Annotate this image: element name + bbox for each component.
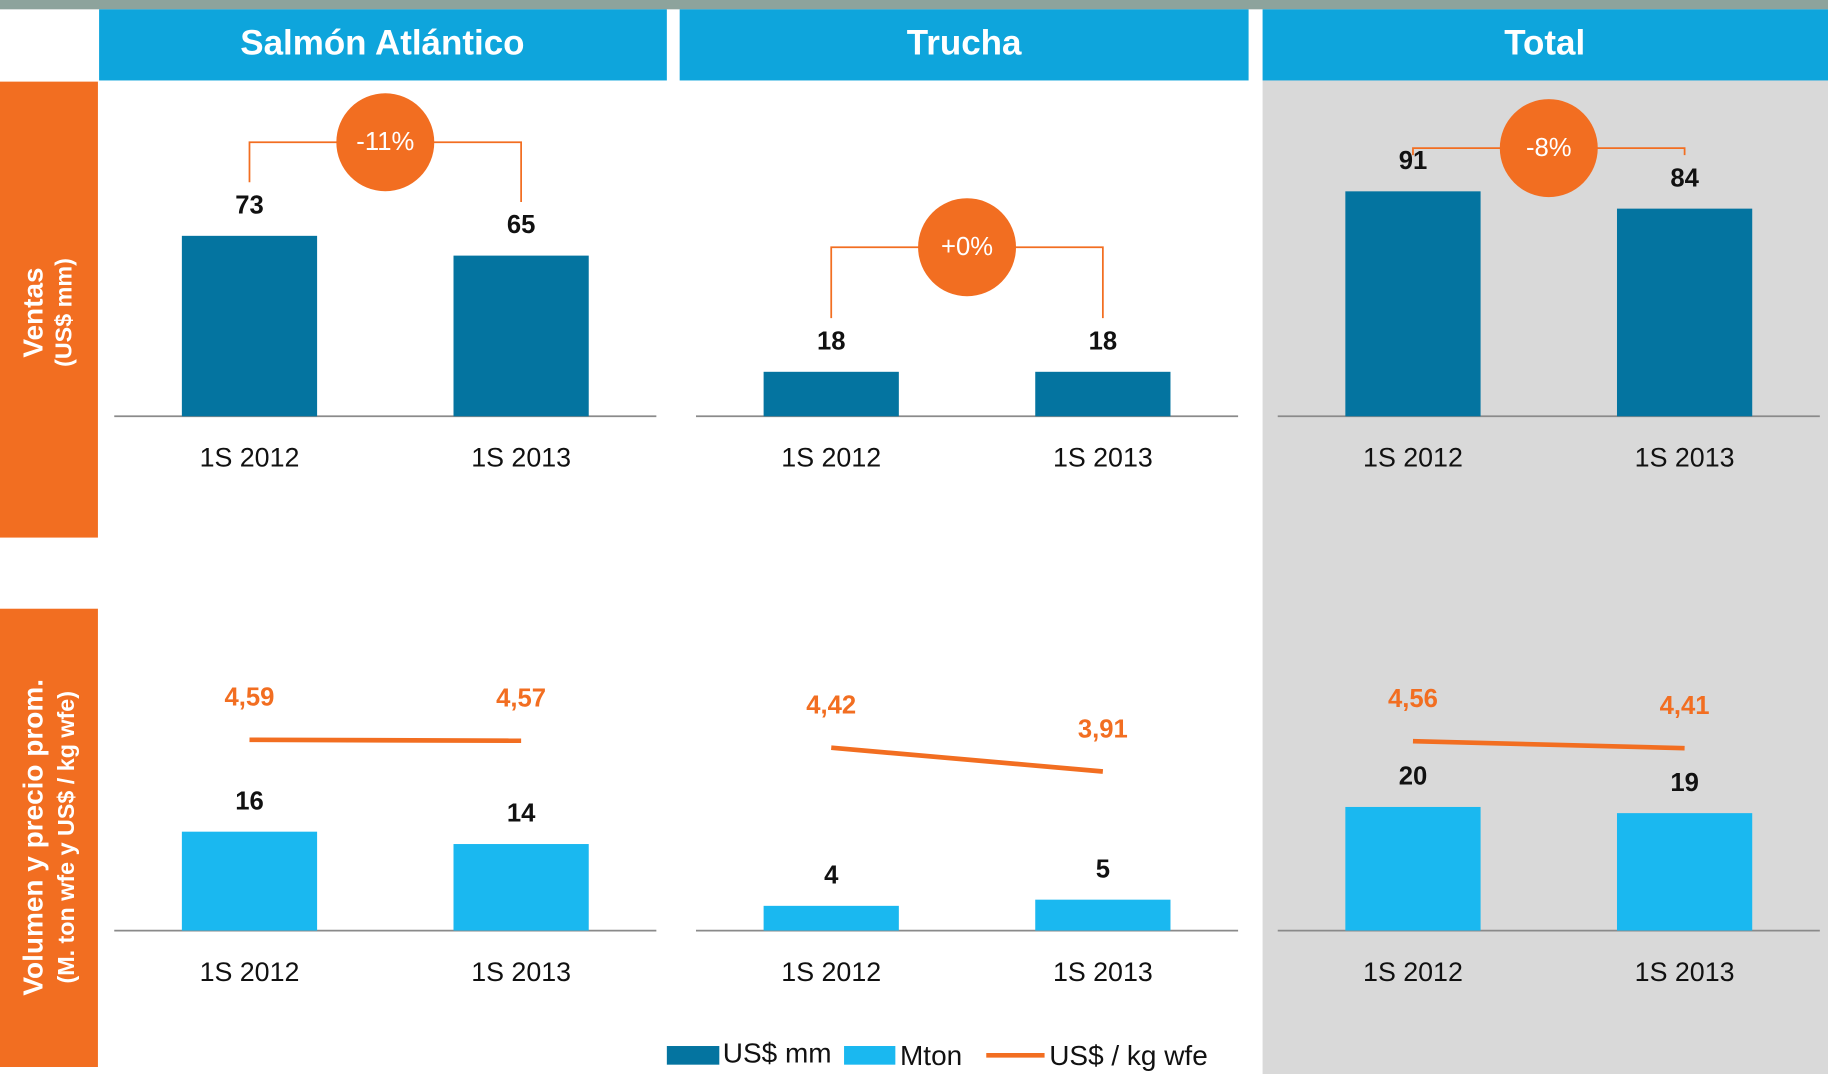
data-label: 73 (235, 191, 264, 219)
bar (1345, 191, 1480, 416)
bar (1035, 900, 1170, 931)
data-label: 4,41 (1660, 692, 1710, 720)
data-label: 3,91 (1078, 715, 1128, 743)
legend-swatch (667, 1046, 719, 1065)
x-tick-label: 1S 2013 (1635, 957, 1735, 987)
data-label: 14 (507, 800, 536, 828)
row-label-bg (0, 82, 98, 538)
x-tick-label: 1S 2012 (1363, 443, 1463, 473)
row-label-subtitle: (US$ mm) (50, 258, 76, 367)
row-label-title: Volumen y precio prom. (17, 679, 48, 996)
column-header: Salmón Atlántico (240, 24, 524, 63)
data-label: 16 (235, 787, 264, 815)
annotation-label: -8% (1526, 134, 1572, 162)
bar (1617, 813, 1752, 930)
x-tick-label: 1S 2013 (1053, 443, 1153, 473)
bar (764, 372, 899, 416)
bar (1035, 372, 1170, 416)
column-header: Total (1504, 24, 1585, 63)
data-label: 5 (1096, 855, 1110, 883)
x-tick-label: 1S 2013 (1635, 443, 1735, 473)
line (249, 740, 521, 741)
annotation-label: +0% (941, 233, 993, 261)
legend-label: US$ mm (723, 1038, 832, 1069)
data-label: 4,42 (806, 692, 856, 720)
data-label: 20 (1399, 763, 1428, 791)
row-label-bg (0, 609, 98, 1067)
bar (1617, 209, 1752, 417)
row-label-title: Ventas (17, 267, 48, 357)
data-label: 4 (824, 861, 839, 889)
data-label: 18 (817, 327, 846, 355)
slide: Salmón Atlántico Trucha Total Ventas (US… (0, 0, 1828, 1074)
legend-swatch (844, 1046, 895, 1065)
row-label-subtitle: (M. ton wfe y US$ / kg wfe) (53, 691, 79, 984)
x-tick-label: 1S 2012 (200, 957, 300, 987)
top-photo-strip (0, 0, 1828, 9)
annotation-label: -11% (356, 128, 414, 156)
x-tick-label: 1S 2012 (781, 957, 881, 987)
column-header: Trucha (907, 24, 1022, 63)
bar (454, 256, 589, 417)
legend-label: Mton (900, 1040, 962, 1071)
x-tick-label: 1S 2012 (1363, 957, 1463, 987)
x-tick-label: 1S 2013 (471, 957, 571, 987)
data-label: 4,56 (1388, 685, 1438, 713)
bar (454, 844, 589, 931)
legend-label: US$ / kg wfe (1049, 1040, 1208, 1071)
bar (182, 832, 317, 931)
bar (764, 906, 899, 931)
data-label: 18 (1089, 327, 1118, 355)
x-tick-label: 1S 2013 (471, 443, 571, 473)
x-tick-label: 1S 2012 (200, 443, 300, 473)
line (831, 748, 1103, 772)
bar (182, 236, 317, 416)
bar (1345, 807, 1480, 931)
data-label: 19 (1670, 769, 1699, 797)
x-tick-label: 1S 2012 (781, 443, 881, 473)
x-tick-label: 1S 2013 (1053, 957, 1153, 987)
data-label: 84 (1670, 164, 1699, 192)
data-label: 4,59 (225, 684, 275, 712)
data-label: 4,57 (496, 685, 546, 713)
legend: US$ mm Mton US$ / kg wfe (667, 1038, 1208, 1071)
page: Salmón Atlántico Trucha Total Ventas (US… (0, 0, 1828, 1074)
data-label: 65 (507, 211, 536, 239)
